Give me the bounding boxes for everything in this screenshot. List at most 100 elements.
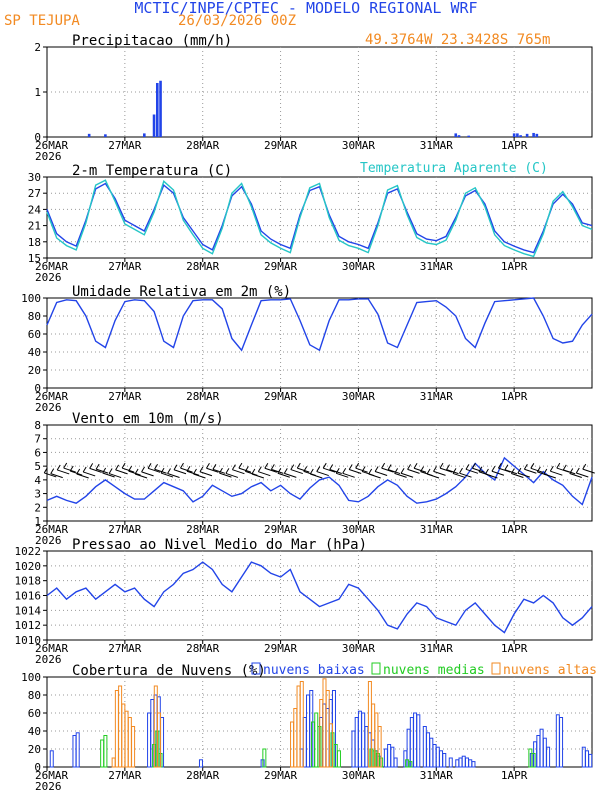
wind-barb-37 bbox=[160, 472, 174, 478]
bar-nuvens-baixas-53 bbox=[536, 735, 541, 768]
ytick-label-1-4: 27 bbox=[28, 187, 41, 200]
bar-nuvens-baixas-30 bbox=[390, 746, 395, 768]
wind-barb-67 bbox=[258, 471, 271, 477]
xtick-label-4-1: 27MAR bbox=[108, 642, 141, 655]
series-line-1-1 bbox=[46, 179, 593, 258]
ytick-label-2-0: 0 bbox=[34, 382, 41, 395]
xtick-label-0-0: 26MAR bbox=[35, 139, 68, 152]
wind-barb-feather-101 bbox=[368, 468, 373, 475]
ytick-label-5-5: 100 bbox=[21, 671, 41, 684]
wind-barb-27 bbox=[128, 470, 141, 476]
wind-barb-65 bbox=[251, 473, 265, 479]
legend-apparent-temp: Temperatura Aparente (C) bbox=[360, 161, 548, 176]
ytick-label-5-4: 80 bbox=[28, 689, 41, 702]
wind-barb-161 bbox=[563, 469, 576, 475]
ytick-label-4-2: 1014 bbox=[15, 604, 42, 617]
bar-nuvens-baixas-29 bbox=[387, 744, 392, 768]
ytick-label-0-2: 2 bbox=[34, 41, 41, 54]
xtick-label-0-2: 28MAR bbox=[186, 139, 219, 152]
bar-nuvens-altas-4 bbox=[124, 710, 129, 768]
wind-barb-7 bbox=[63, 467, 76, 473]
ytick-label-4-4: 1018 bbox=[15, 575, 42, 588]
ytick-label-2-4: 80 bbox=[28, 310, 41, 323]
bar-nuvens-altas-12 bbox=[299, 681, 304, 768]
bar-precipitacao-8 bbox=[467, 135, 471, 137]
bar-nuvens-baixas-36 bbox=[416, 714, 421, 768]
wind-barb-feather-43 bbox=[180, 462, 184, 469]
bar-nuvens-medias-0 bbox=[100, 739, 105, 768]
wind-barb-feather-9 bbox=[69, 465, 74, 472]
xtick-label-1-4: 30MAR bbox=[342, 260, 375, 273]
series-line-2-0 bbox=[46, 297, 593, 352]
xtick-label-2-4: 30MAR bbox=[342, 390, 375, 403]
wind-barb-137 bbox=[485, 473, 498, 479]
wind-barb-feather-47 bbox=[193, 468, 197, 475]
wind-barb-17 bbox=[95, 468, 109, 474]
bar-nuvens-medias-11 bbox=[336, 750, 341, 768]
bar-nuvens-baixas-40 bbox=[432, 744, 437, 768]
wind-barb-33 bbox=[147, 467, 161, 473]
wind-barb-47 bbox=[193, 473, 206, 479]
bar-nuvens-altas-6 bbox=[131, 726, 136, 768]
bar-nuvens-baixas-39 bbox=[429, 737, 434, 768]
wind-barb-1 bbox=[44, 472, 57, 478]
wind-barb-feather-29 bbox=[134, 468, 139, 475]
bar-nuvens-baixas-1 bbox=[72, 735, 77, 768]
wind-barb-167 bbox=[582, 468, 595, 474]
wind-barb-11 bbox=[76, 473, 89, 479]
wind-barb-5 bbox=[57, 469, 70, 475]
wind-barb-feather-37 bbox=[160, 467, 165, 474]
wind-barb-149 bbox=[524, 468, 537, 474]
series-line-4-0 bbox=[46, 561, 593, 634]
bar-nuvens-altas-1 bbox=[114, 690, 119, 768]
bar-nuvens-baixas-49 bbox=[468, 759, 473, 768]
wind-barb-feather-159 bbox=[556, 462, 561, 469]
wind-barb-feather-3 bbox=[50, 468, 55, 474]
wind-barb-feather-115 bbox=[413, 462, 418, 469]
bar-nuvens-medias-17 bbox=[408, 761, 413, 768]
panel-title-2: Umidade Relativa em 2m (%) bbox=[72, 284, 291, 300]
xtick-label-1-2: 28MAR bbox=[186, 260, 219, 273]
ytick-label-0-0: 0 bbox=[34, 131, 41, 144]
wind-barb-feather-15 bbox=[89, 463, 94, 469]
bar-nuvens-baixas-20 bbox=[354, 717, 359, 768]
wind-barb-feather-149 bbox=[523, 463, 528, 470]
wind-barb-95 bbox=[349, 469, 362, 474]
ytick-label-3-4: 5 bbox=[34, 460, 41, 473]
wind-barb-feather-151 bbox=[530, 463, 535, 469]
wind-barb-feather-133 bbox=[472, 463, 476, 469]
wind-barb-39 bbox=[167, 473, 180, 478]
bar-nuvens-altas-8 bbox=[157, 712, 162, 768]
wind-barb-145 bbox=[511, 472, 524, 478]
ytick-label-5-0: 0 bbox=[34, 761, 41, 774]
xtick-label-1-0: 26MAR bbox=[35, 260, 68, 273]
ytick-label-1-3: 24 bbox=[28, 203, 42, 216]
x-year-label-3: 2026 bbox=[35, 534, 62, 547]
bar-nuvens-baixas-21 bbox=[357, 710, 362, 768]
legend-cloud-1: nuvens medias bbox=[383, 663, 485, 678]
wind-barb-feather-39 bbox=[167, 468, 171, 474]
wind-barb-121 bbox=[433, 470, 446, 476]
bar-nuvens-baixas-48 bbox=[464, 757, 469, 768]
xtick-label-3-0: 26MAR bbox=[35, 523, 68, 536]
wind-barb-feather-67 bbox=[257, 466, 262, 472]
bar-nuvens-altas-15 bbox=[325, 690, 330, 768]
ytick-label-4-6: 1022 bbox=[15, 545, 42, 558]
wind-barb-feather-157 bbox=[549, 465, 554, 472]
wind-barb-19 bbox=[102, 472, 115, 478]
ytick-label-3-5: 6 bbox=[34, 446, 41, 459]
wind-barb-feather-155 bbox=[543, 468, 548, 475]
wind-barb-111 bbox=[400, 472, 414, 478]
wind-barb-feather-167 bbox=[582, 463, 587, 470]
wind-barb-57 bbox=[225, 472, 239, 478]
wind-barb-85 bbox=[316, 471, 329, 477]
wind-barb-43 bbox=[180, 467, 193, 473]
wind-barb-83 bbox=[310, 473, 323, 479]
xtick-label-4-3: 29MAR bbox=[264, 642, 297, 655]
wind-barb-feather-131 bbox=[465, 464, 470, 470]
bar-nuvens-altas-14 bbox=[322, 678, 327, 768]
wind-barb-feather-49 bbox=[199, 466, 204, 473]
xtick-label-4-6: 1APR bbox=[501, 642, 528, 655]
wind-barb-131 bbox=[465, 468, 479, 474]
xtick-label-0-6: 1APR bbox=[501, 139, 528, 152]
